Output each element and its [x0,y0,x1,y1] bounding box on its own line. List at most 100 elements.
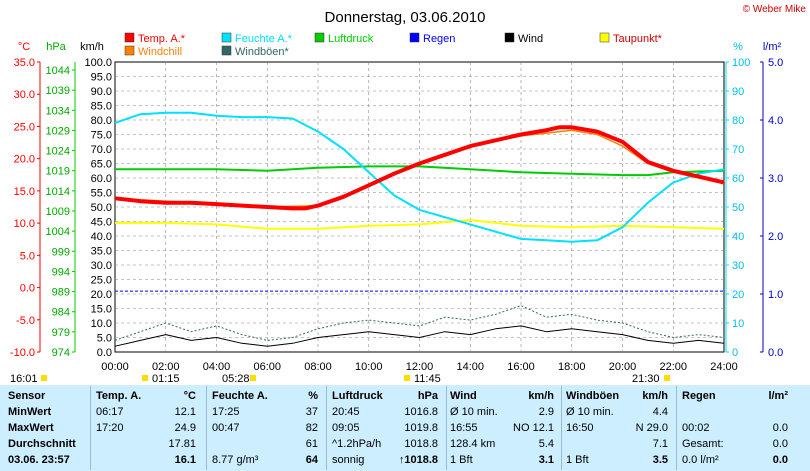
x-tick-label: 00:00 [101,361,129,373]
wind-tick-label: 45.0 [91,217,112,229]
header-sensor: Sensor [8,390,46,402]
pressure-tick-label: 984 [52,307,70,319]
legend-swatch [314,32,325,43]
legend-label: Temp. A.* [138,33,186,45]
credit-text: © Weber Mike [743,4,807,15]
temp-tick-label: 35.0 [14,57,35,69]
header-pressure: Luftdruck hPa [332,390,438,402]
hum-min: 17:25 37 [212,406,318,418]
wind-tick-label: 85.0 [91,101,112,113]
temp-tick-label: 10.0 [14,218,35,230]
wind-row4: 1 Bft 3.1 [450,454,554,466]
chart-title: Donnerstag, 03.06.2010 [325,9,486,26]
rain-column: Regen l/m² 00:02 0.0 Gesamt: 0.0 0.0 l/m² 0.… [682,388,792,468]
series-windb-en [114,305,725,341]
series-luftdruck [115,165,725,177]
rain-row2: 00:02 0.0 [682,422,788,434]
time-marker-label: 11:45 [414,373,441,385]
humidity-tick-label: 60 [732,173,744,185]
row-min-label: MinWert [8,406,52,418]
hum-now: 8.77 g/m³ 64 [212,454,318,466]
series-temp-a [114,125,725,211]
legend-swatch [124,32,135,43]
time-marker-label: 21:30 [632,373,660,385]
gust-row1: Ø 10 min. 4.4 [566,406,668,418]
time-marker-icon [664,375,670,381]
header-wind: Wind km/h [450,390,554,402]
col-separator [676,386,677,470]
x-tick-label: 02:00 [152,361,180,373]
humidity-tick-label: 90 [732,86,744,98]
col-separator [326,386,327,470]
stats-panel [0,385,810,471]
legend-swatch [599,32,610,43]
pressure-tick-label: 994 [52,266,70,278]
gust-row4: 1 Bft 3.5 [566,454,668,466]
pressure-column: Luftdruck hPa 20:45 1016.8 09:05 1019.8 ^1.… [332,388,442,468]
wind-tick-label: 10.0 [91,318,112,330]
wind-tick-label: 15.0 [91,304,112,316]
humidity-tick-label: 40 [732,231,744,243]
wind-tick-label: 60.0 [91,173,112,185]
time-marker-icon [41,375,47,381]
x-tick-label: 22:00 [659,361,687,373]
temp-tick-label: 30.0 [14,89,35,101]
wind-tick-label: 35.0 [91,246,112,258]
x-tick-label: 10:00 [355,361,383,373]
pressure-tick-label: 1009 [46,206,70,218]
humidity-tick-label: 30 [732,260,744,272]
humidity-tick-label: 0 [732,347,738,359]
wind-row1: Ø 10 min. 2.9 [450,406,554,418]
time-marker-icon [142,375,148,381]
temp-avg: 17.81 [168,438,196,450]
x-tick-label: 12:00 [406,361,434,373]
pressure-tick-label: 1044 [46,65,70,77]
pressure-tick-label: 1029 [46,125,70,137]
time-marker-label: 01:15 [152,373,180,385]
legend-label: Feuchte A.* [235,33,293,45]
legend-swatch [221,45,232,56]
wind-tick-label: 65.0 [91,159,112,171]
time-marker-label: 16:01 [10,373,38,385]
header-rain: Regen l/m² [682,390,788,402]
legend-swatch [504,32,515,43]
temp-tick-label: -5.0 [16,315,35,327]
humidity-tick-label: 80 [732,115,744,127]
wind-tick-label: 5.0 [97,333,112,345]
time-marker-icon [404,375,410,381]
series-feuchte-a [114,111,725,243]
pressure-tick-label: 1014 [46,186,70,198]
wind-tick-label: 75.0 [91,130,112,142]
weather-chart: Donnerstag, 03.06.2010 © Weber Mike Temp. … [10,4,807,385]
temp-min: 06:17 12.1 [96,406,196,418]
wind-tick-label: 50.0 [91,202,112,214]
temp-tick-label: 0.0 [20,283,35,295]
wind-tick-label: 55.0 [91,188,112,200]
humidity-unit-label: % [733,41,743,53]
wind-unit-label: km/h [80,41,104,53]
wind-tick-label: 100.0 [84,57,112,69]
row-avg-label: Durchschnitt [8,438,76,450]
header-gust: Windböen km/h [566,390,668,402]
temp-tick-label: 5.0 [20,250,35,262]
rain-tick-label: 1.0 [768,289,783,301]
humidity-tick-label: 70 [732,144,744,156]
pressure-tick-label: 1034 [46,105,70,117]
x-tick-label: 20:00 [609,361,637,373]
humidity-column: Feuchte A.% 17:25 37 00:47 82 61 8.77 g/m³… [212,388,322,468]
x-tick-label: 16:00 [507,361,535,373]
wind-tick-label: 40.0 [91,231,112,243]
pressure-tick-label: 1019 [46,166,70,178]
legend-swatch [124,45,135,56]
wind-tick-label: 95.0 [91,72,112,84]
legend-label: Wind [518,33,543,45]
legend-label: Windchill [138,46,182,58]
press-avg: ^1.2hPa/h 1018.8 [332,438,438,450]
legend-label: Luftdruck [328,33,374,45]
wind-tick-label: 0.0 [97,347,112,359]
legend-swatch [221,32,232,43]
rain-tick-label: 2.0 [768,231,783,243]
press-max: 09:05 1019.8 [332,422,438,434]
temp-max: 17:20 24.9 [96,422,196,434]
rain-tick-label: 0.0 [768,347,783,359]
